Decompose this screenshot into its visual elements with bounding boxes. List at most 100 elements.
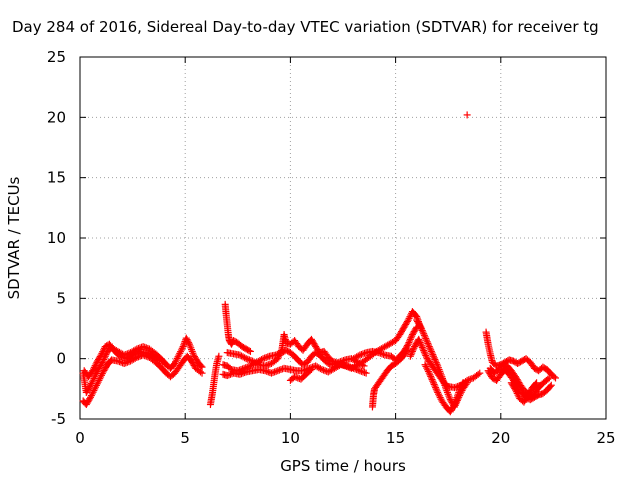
data-point bbox=[159, 357, 167, 365]
data-point bbox=[421, 350, 429, 358]
data-point bbox=[436, 394, 444, 402]
data-point bbox=[87, 381, 95, 389]
data-point bbox=[261, 362, 269, 370]
data-point bbox=[341, 362, 349, 370]
data-point bbox=[330, 358, 338, 366]
data-point bbox=[512, 386, 520, 394]
y-tick-label: -5 bbox=[51, 410, 66, 428]
data-point bbox=[272, 367, 280, 375]
x-axis-label: GPS time / hours bbox=[280, 457, 406, 475]
data-point bbox=[88, 390, 96, 398]
data-point bbox=[547, 381, 555, 389]
data-point bbox=[450, 402, 458, 410]
data-point bbox=[545, 374, 553, 382]
data-point bbox=[178, 344, 186, 352]
data-point bbox=[465, 376, 473, 384]
data-point bbox=[405, 314, 413, 322]
data-point bbox=[406, 337, 414, 345]
data-point bbox=[532, 380, 540, 388]
grid bbox=[80, 57, 606, 419]
data-point bbox=[306, 367, 314, 375]
data-point bbox=[476, 369, 484, 377]
data-point bbox=[405, 339, 413, 347]
data-point bbox=[417, 323, 425, 331]
y-tick-label: 20 bbox=[47, 108, 66, 126]
data-point bbox=[354, 352, 362, 360]
data-point bbox=[424, 367, 432, 375]
data-point bbox=[263, 361, 271, 369]
data-point bbox=[424, 339, 432, 347]
data-point bbox=[225, 371, 233, 379]
data-point bbox=[97, 373, 105, 381]
data-point bbox=[86, 395, 94, 403]
data-point bbox=[359, 350, 367, 358]
data-point bbox=[429, 379, 437, 387]
data-point bbox=[116, 352, 124, 360]
data-point bbox=[177, 348, 185, 356]
y-tick-label: 10 bbox=[47, 229, 66, 247]
data-point bbox=[422, 335, 430, 343]
data-point bbox=[435, 392, 443, 400]
data-point bbox=[277, 347, 285, 355]
data-point bbox=[269, 369, 277, 377]
data-point bbox=[419, 345, 427, 353]
data-point bbox=[90, 387, 98, 395]
data-point bbox=[144, 350, 152, 358]
data-point bbox=[440, 380, 448, 388]
data-point bbox=[245, 347, 253, 355]
data-point bbox=[441, 383, 449, 391]
data-point bbox=[86, 383, 94, 391]
data-point bbox=[197, 362, 205, 370]
data-point bbox=[452, 383, 460, 391]
data-point bbox=[433, 360, 441, 368]
data-point bbox=[340, 361, 348, 369]
data-point bbox=[274, 355, 282, 363]
data-point bbox=[426, 344, 434, 352]
data-point bbox=[277, 348, 285, 356]
data-point bbox=[98, 370, 106, 378]
data-point bbox=[100, 346, 108, 354]
data-point bbox=[421, 333, 429, 341]
data-point bbox=[114, 357, 122, 365]
data-point bbox=[418, 327, 426, 335]
data-point bbox=[215, 352, 223, 360]
data-point bbox=[458, 380, 466, 388]
data-point bbox=[146, 350, 154, 358]
data-point bbox=[277, 366, 285, 374]
data-point bbox=[410, 344, 418, 352]
data-point bbox=[380, 350, 388, 358]
data-point bbox=[359, 368, 367, 376]
data-point bbox=[91, 362, 99, 370]
data-point bbox=[451, 399, 459, 407]
data-point bbox=[403, 347, 411, 355]
data-point bbox=[174, 353, 182, 361]
data-point bbox=[404, 316, 412, 324]
data-point bbox=[419, 328, 427, 336]
data-point bbox=[88, 378, 96, 386]
data-point bbox=[404, 345, 412, 353]
data-point bbox=[176, 349, 184, 357]
x-tick-label: 10 bbox=[281, 429, 300, 447]
data-point bbox=[92, 371, 100, 379]
data-point bbox=[544, 375, 552, 383]
data-points bbox=[79, 111, 560, 416]
data-point bbox=[433, 387, 441, 395]
data-point bbox=[97, 351, 105, 359]
y-tick-label: 15 bbox=[47, 169, 66, 187]
data-point bbox=[361, 349, 369, 357]
data-point bbox=[425, 343, 433, 351]
data-point bbox=[292, 373, 300, 381]
data-point bbox=[175, 351, 183, 359]
data-point bbox=[429, 352, 437, 360]
data-point bbox=[172, 358, 180, 366]
data-point bbox=[429, 377, 437, 385]
data-point bbox=[431, 382, 439, 390]
data-point bbox=[96, 375, 104, 383]
data-point bbox=[423, 364, 431, 372]
data-point bbox=[459, 379, 467, 387]
data-point bbox=[198, 369, 206, 377]
data-point bbox=[438, 374, 446, 382]
data-point bbox=[357, 350, 365, 358]
x-tick-label: 0 bbox=[75, 429, 85, 447]
data-point bbox=[98, 349, 106, 357]
